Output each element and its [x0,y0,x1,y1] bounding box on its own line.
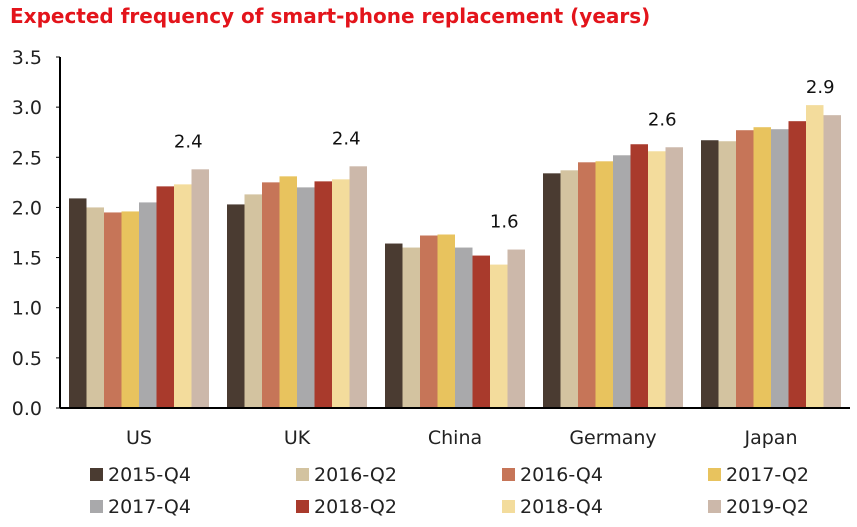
bar-uk-2018-q4 [332,179,350,408]
bar-japan-2016-q4 [736,130,754,409]
bar-us-2017-q4 [139,202,157,408]
y-tick-label: 0.5 [12,348,42,370]
bar-china-2015-q4 [385,243,403,408]
bar-japan-2017-q2 [753,127,771,408]
legend-label: 2017-Q4 [108,496,191,518]
bar-uk-2017-q2 [279,176,297,408]
bar-uk-2018-q2 [314,181,332,408]
bar-us-2018-q2 [156,186,174,408]
legend: 2015-Q4 2016-Q2 2016-Q4 2017-Q2 2017-Q4 2018-… [90,464,809,518]
legend-label: 2018-Q4 [520,496,603,518]
bar-uk-2015-q4 [227,204,245,408]
bar-germany-2019-q2 [665,147,683,408]
category-label: China [428,427,482,449]
category-label: US [126,427,152,449]
legend-swatch [708,468,721,481]
axes-layer: US UK China Germany Japan 0.0 0.5 1.0 1.5 2.0 2.5 3… [12,47,850,449]
data-label: 2.4 [174,131,203,152]
bar-germany-2016-q4 [578,162,596,408]
bar-us-2019-q2 [191,169,209,408]
bar-germany-2018-q2 [630,144,648,408]
legend-label: 2015-Q4 [108,464,191,486]
bar-uk-2016-q2 [244,194,262,408]
legend-swatch [708,500,721,513]
data-label: 2.6 [648,109,677,130]
bar-germany-2018-q4 [648,151,666,409]
bar-uk-2017-q4 [297,187,315,408]
bar-china-2017-q2 [437,234,455,408]
legend-label: 2019-Q2 [726,496,809,518]
category-label: UK [284,427,311,449]
data-label: 1.6 [490,212,519,233]
legend-swatch [296,500,309,513]
y-tick-label: 1.0 [12,298,42,320]
legend-swatch [296,468,309,481]
bar-china-2018-q2 [472,255,490,408]
bar-us-2018-q4 [174,184,192,408]
data-label: 2.9 [806,77,835,98]
bar-germany-2017-q4 [613,155,631,408]
legend-label: 2017-Q2 [726,464,809,486]
bar-japan-2018-q4 [806,105,824,408]
y-tick-label: 3.0 [12,97,42,119]
legend-swatch [502,468,515,481]
y-tick-label: 3.5 [12,47,42,69]
y-tick-label: 1.5 [12,248,42,270]
bar-china-2019-q2 [507,249,525,408]
bar-china-2017-q4 [455,247,473,408]
legend-swatch [502,500,515,513]
bar-japan-2016-q2 [718,141,736,409]
chart-title: Expected frequency of smart-phone replac… [10,4,651,28]
legend-label: 2016-Q4 [520,464,603,486]
y-tick-label: 2.5 [12,147,42,169]
bar-us-2015-q4 [69,198,87,408]
bar-japan-2017-q4 [771,129,789,408]
bar-japan-2019-q2 [823,115,841,408]
bar-us-2016-q2 [86,207,104,408]
bars-layer [69,105,841,409]
legend-swatch [90,500,103,513]
bar-uk-2019-q2 [349,166,367,408]
bar-us-2017-q2 [121,211,139,408]
legend-swatch [90,468,103,481]
category-label: Japan [744,427,798,449]
data-label: 2.4 [332,128,361,149]
bar-china-2016-q2 [402,247,420,408]
bar-uk-2016-q4 [262,182,280,408]
bar-japan-2015-q4 [701,140,719,409]
y-tick-label: 0.0 [12,398,42,420]
bar-china-2016-q4 [420,235,438,408]
y-tick-label: 2.0 [12,197,42,219]
category-label: Germany [569,427,656,449]
legend-label: 2016-Q2 [314,464,397,486]
bar-us-2016-q4 [104,212,122,408]
bar-germany-2015-q4 [543,173,561,408]
data-labels-layer: 2.4 2.4 1.6 2.6 2.9 [174,77,835,232]
bar-china-2018-q4 [490,264,508,408]
bar-germany-2017-q2 [595,161,613,408]
bar-japan-2018-q2 [788,121,806,408]
legend-label: 2018-Q2 [314,496,397,518]
bar-germany-2016-q2 [560,170,578,408]
